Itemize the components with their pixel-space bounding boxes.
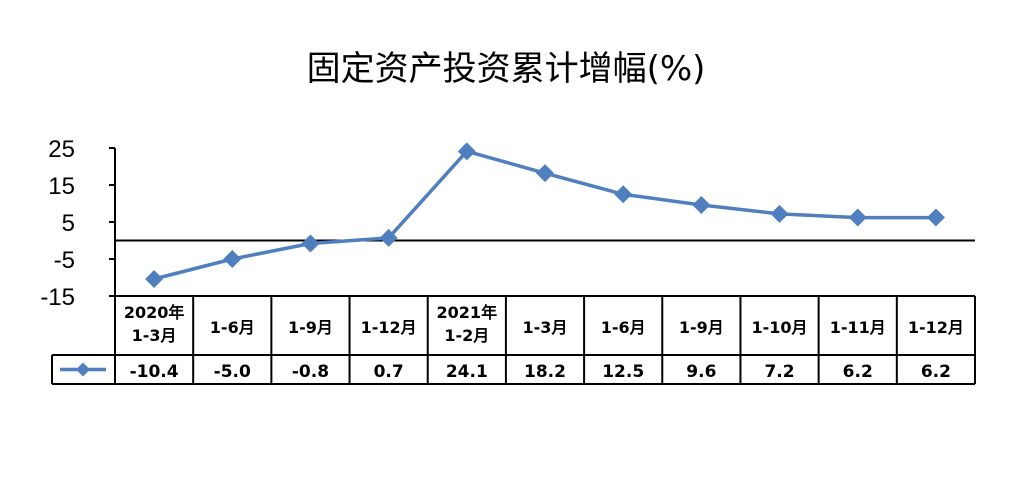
category-label: 1-10月 [752,318,808,337]
y-tick-label: 25 [48,136,75,163]
data-point-marker [145,269,164,288]
legend-marker [76,362,90,377]
category-label: 1-6月 [210,318,255,337]
axes [109,147,975,297]
category-label: 1-12月 [908,318,964,337]
category-label: 2021年 [437,303,498,322]
data-point-marker [926,208,945,227]
data-value-label: -10.4 [130,362,179,382]
data-value-label: 9.6 [686,362,716,382]
data-point-marker [692,195,711,214]
data-value-label: 12.5 [602,362,644,382]
category-label: 1-9月 [679,318,724,337]
y-axis-ticks: 25 15 5 -5 -15 [40,136,75,311]
data-value-label: -0.8 [292,362,329,382]
category-label: 1-11月 [830,318,886,337]
data-point-marker [457,142,476,161]
data-value-label: 24.1 [446,362,488,382]
data-point-marker [770,204,789,223]
data-value-label: 6.2 [921,362,951,382]
category-label: 1-3月 [523,318,568,337]
data-table: 2020年 1-3月 1-6月 1-9月 1-12月 2021年 1-2月 1-3月 1-6月 1… [51,295,976,385]
series-line [145,142,945,288]
y-tick-label: -5 [54,247,75,274]
category-label: 1-9月 [288,318,333,337]
data-point-marker [379,228,398,247]
y-tick-label: 15 [48,173,75,200]
data-point-marker [614,185,633,204]
y-tick-label: 5 [62,210,75,237]
category-label: 2020年 [124,303,185,322]
chart-title: 固定资产投资累计增幅(%) [307,49,706,89]
data-point-marker [536,164,554,183]
data-point-marker [301,234,320,253]
data-point-marker [223,250,242,268]
data-value-label: 7.2 [764,362,794,382]
y-tick-label: -15 [40,284,75,311]
data-value-label: 18.2 [524,362,566,382]
data-value-label: 6.2 [843,362,873,382]
category-label: 1-6月 [601,318,646,337]
category-label: 1-12月 [361,318,417,337]
category-label: 1-3月 [132,326,177,345]
data-value-label: -5.0 [214,362,251,382]
category-label: 1-2月 [444,326,489,345]
data-point-marker [848,208,867,227]
data-value-label: 0.7 [374,362,404,382]
